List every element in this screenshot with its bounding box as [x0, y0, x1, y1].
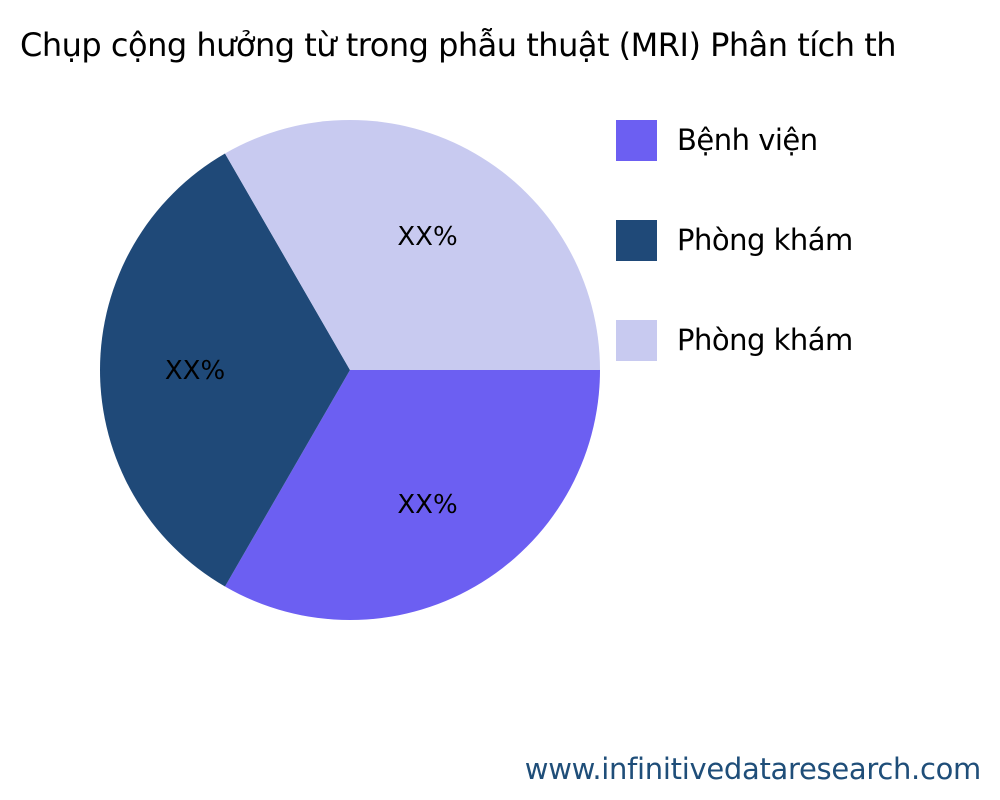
legend-item-1: Phòng khám	[616, 219, 853, 261]
chart-title: Chụp cộng hưởng từ trong phẫu thuật (MRI…	[20, 26, 897, 64]
slice-label-0: XX%	[397, 490, 457, 520]
legend-item-2: Phòng khám	[616, 319, 853, 361]
footer-website[interactable]: www.infinitivedataresearch.com	[524, 752, 982, 786]
legend-label-0: Bệnh viện	[677, 123, 818, 157]
legend-label-1: Phòng khám	[677, 223, 853, 257]
legend-label-2: Phòng khám	[677, 323, 853, 357]
legend-item-0: Bệnh viện	[616, 119, 818, 161]
legend-swatch-1	[616, 219, 657, 261]
pie-slice-2	[225, 119, 600, 370]
slice-label-2: XX%	[397, 222, 457, 252]
pie-slice-0	[225, 370, 600, 620]
legend-swatch-2	[616, 319, 657, 361]
legend-swatch-0	[616, 119, 657, 161]
slice-label-1: XX%	[165, 356, 225, 386]
